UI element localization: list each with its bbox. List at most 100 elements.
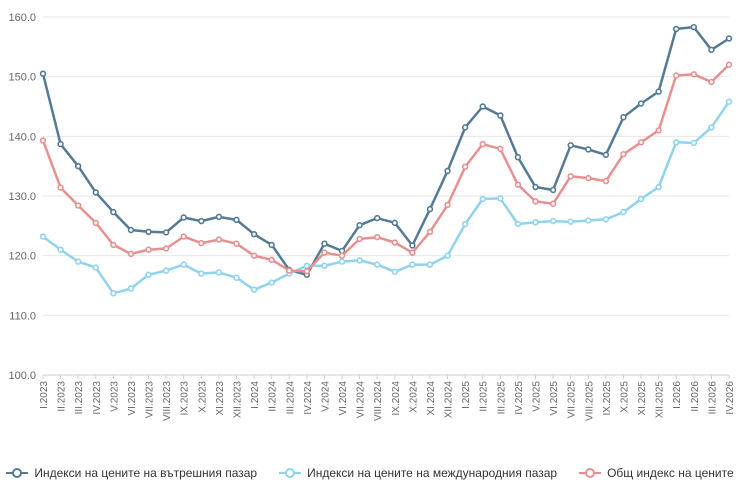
data-point-0 — [162, 229, 170, 236]
x-tick-label: X.2023 — [197, 381, 208, 413]
data-point-1 — [620, 208, 627, 216]
legend-item-domestic[interactable]: Индекси на цените на вътрешния пазар — [6, 462, 257, 484]
x-tick-label: V.2024 — [320, 381, 331, 412]
data-point-2 — [444, 201, 451, 209]
data-point-2 — [673, 72, 680, 79]
data-point-2 — [92, 219, 99, 227]
data-point-2 — [74, 202, 82, 209]
data-point-1 — [690, 139, 698, 147]
x-tick-label: III.2025 — [496, 381, 507, 415]
series-line-0 — [41, 25, 730, 277]
data-point-2 — [725, 61, 733, 68]
x-tick-label: VI.2023 — [127, 381, 138, 416]
data-point-1 — [39, 233, 47, 240]
data-point-1 — [461, 220, 469, 228]
data-point-2 — [549, 200, 557, 207]
data-point-1 — [514, 220, 522, 228]
legend-label-international: Индекси на цените на международния пазар — [307, 466, 558, 480]
x-tick-label: II.2025 — [479, 381, 490, 412]
data-point-2 — [620, 151, 627, 158]
data-point-0 — [409, 242, 416, 249]
data-point-2 — [567, 173, 574, 180]
y-tick-label: 130.0 — [8, 191, 36, 203]
x-tick-label: X.2025 — [619, 381, 630, 413]
data-point-1 — [74, 258, 82, 265]
data-point-0 — [92, 189, 99, 196]
data-point-0 — [268, 241, 275, 249]
data-point-1 — [374, 261, 381, 268]
x-tick-label: VI.2025 — [549, 381, 560, 416]
data-point-1 — [673, 139, 680, 146]
data-point-1 — [602, 216, 610, 223]
data-point-0 — [74, 162, 82, 170]
data-point-0 — [620, 114, 627, 121]
y-tick-label: 110.0 — [9, 310, 36, 322]
x-tick-label: III.2024 — [285, 381, 296, 415]
data-point-0 — [479, 103, 486, 110]
data-point-1 — [479, 195, 486, 203]
series-line-1 — [42, 100, 731, 295]
data-point-0 — [198, 217, 205, 225]
x-tick-label: I.2024 — [250, 381, 261, 409]
chart-legend: Индекси на цените на вътрешния пазар Инд… — [0, 462, 740, 484]
data-point-0 — [690, 23, 698, 31]
data-point-1 — [198, 270, 205, 277]
data-point-2 — [585, 174, 592, 182]
data-point-0 — [708, 46, 715, 54]
data-point-1 — [303, 262, 311, 270]
data-point-2 — [145, 246, 152, 253]
data-point-0 — [145, 228, 152, 236]
data-point-1 — [567, 218, 574, 225]
data-point-0 — [497, 112, 504, 119]
data-point-1 — [549, 217, 557, 225]
data-point-1 — [110, 290, 117, 297]
data-point-1 — [321, 262, 328, 270]
data-point-0 — [391, 219, 398, 227]
data-point-0 — [180, 214, 187, 221]
data-point-2 — [198, 239, 205, 247]
data-point-1 — [356, 257, 363, 264]
data-point-1 — [338, 258, 346, 265]
data-point-0 — [110, 208, 117, 216]
data-point-1 — [409, 261, 416, 268]
x-tick-label: IX.2025 — [602, 381, 613, 416]
x-tick-label: IV.2023 — [92, 381, 103, 415]
data-point-1 — [426, 261, 434, 268]
x-tick-label: II.2024 — [268, 381, 279, 412]
data-point-1 — [532, 219, 539, 226]
data-point-0 — [215, 213, 223, 221]
data-point-0 — [426, 205, 434, 213]
data-point-2 — [162, 245, 170, 252]
data-point-0 — [514, 154, 522, 161]
y-tick-label: 150.0 — [8, 72, 36, 84]
data-point-2 — [180, 233, 187, 240]
legend-item-overall[interactable]: Общ индекс на цените — [579, 462, 734, 484]
data-point-2 — [426, 228, 434, 236]
x-tick-label: III.2026 — [707, 381, 718, 415]
series-line-2 — [41, 63, 730, 273]
data-point-2 — [391, 239, 398, 246]
x-tick-label: II.2023 — [57, 381, 68, 412]
data-point-0 — [532, 183, 539, 191]
y-tick-label: 160.0 — [8, 12, 36, 24]
data-point-0 — [673, 25, 680, 33]
data-point-2 — [233, 240, 240, 247]
data-point-2 — [215, 236, 223, 243]
data-point-2 — [286, 267, 293, 274]
data-point-0 — [461, 124, 469, 131]
x-tick-label: VII.2025 — [567, 381, 578, 419]
data-point-1 — [655, 183, 662, 191]
data-point-2 — [268, 256, 275, 264]
data-point-0 — [725, 35, 733, 42]
data-point-1 — [268, 279, 275, 286]
x-tick-label: XI.2023 — [215, 381, 226, 416]
data-point-2 — [127, 250, 135, 258]
data-point-2 — [690, 71, 698, 78]
data-point-0 — [57, 140, 64, 148]
legend-item-international[interactable]: Индекси на цените на международния пазар — [279, 462, 557, 484]
legend-swatch-domestic — [6, 467, 29, 479]
data-point-1 — [585, 217, 592, 224]
data-point-2 — [303, 267, 311, 275]
y-tick-label: 140.0 — [8, 131, 36, 143]
